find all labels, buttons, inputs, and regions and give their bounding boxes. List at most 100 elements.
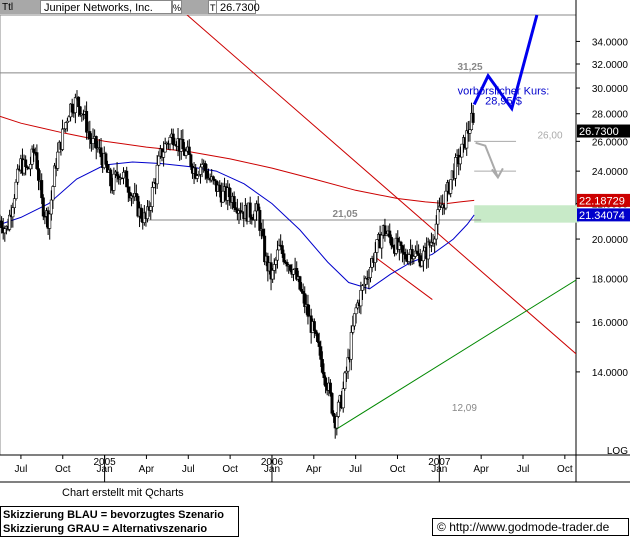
price-tag-label-0: 26.7300: [579, 126, 619, 138]
price-bar-body: [195, 175, 199, 179]
x-tick-label-5: Oct: [222, 464, 238, 475]
price-bar-body: [373, 252, 377, 263]
price-bar-body: [109, 169, 113, 187]
source-link[interactable]: © http://www.godmode-trader.de: [432, 518, 629, 536]
price-bar-body: [70, 103, 74, 113]
price-bar-body: [163, 143, 167, 153]
price-bar-body: [53, 165, 57, 187]
price-bar-body: [368, 266, 372, 278]
price-bar-body: [292, 269, 296, 275]
price-bar-body: [32, 148, 36, 153]
y-tick-label-3: 20.0000: [592, 235, 629, 246]
plot-frame: [0, 14, 577, 456]
unit-symbol-text: %: [173, 3, 182, 13]
price-bar-body: [399, 241, 403, 246]
price-tag-bg-1: [577, 193, 630, 207]
price-tag-bg-2: [577, 208, 630, 222]
y-tick-label-9: 32.0000: [592, 60, 629, 71]
price-bar-body: [433, 238, 437, 244]
price-bar-body: [351, 325, 355, 333]
price-bar-body: [328, 382, 332, 394]
price-bar-body: [306, 304, 310, 317]
price-bar-body: [203, 163, 207, 172]
price-bar-body: [36, 168, 40, 181]
price-bar-body: [61, 128, 65, 150]
x-tick-label-11: Apr: [473, 464, 489, 475]
price-bar-body: [402, 251, 406, 255]
x-tick-label-9: Oct: [390, 464, 406, 475]
price-bar-body: [115, 171, 119, 177]
price-bar-body: [12, 198, 16, 208]
price-bar-body: [171, 133, 175, 146]
x-tick-label-12: Jul: [517, 464, 530, 475]
y-tick-label-1: 16.0000: [592, 318, 629, 329]
price-tag-label-1: 22.18729: [579, 195, 625, 207]
security-name-text: Juniper Networks, Inc.: [44, 2, 153, 14]
scenario-gray-text: Skizzierung GRAU = Alternativszenario: [3, 523, 208, 535]
price-bar-body: [330, 393, 334, 414]
price-bar-body: [320, 359, 324, 373]
y-axis-log-label: LOG: [607, 446, 628, 457]
price-bar-body: [454, 157, 458, 179]
price-bar-body: [354, 307, 358, 315]
price-bar-body: [314, 330, 318, 335]
price-bar-body: [343, 372, 347, 389]
price-bar-body: [112, 173, 116, 191]
last-price-text: 26.7300: [220, 2, 260, 14]
price-bar-body: [8, 214, 12, 230]
price-bar-body: [274, 259, 278, 265]
x-tick-label-3: Apr: [139, 464, 155, 475]
price-bar-body: [104, 153, 108, 165]
price-bar-body: [380, 234, 384, 249]
price-bar-body: [460, 143, 464, 158]
price-bar-body: [407, 254, 411, 262]
y-tick-label-5: 24.0000: [592, 167, 629, 178]
price-bar-body: [335, 416, 339, 429]
x-tick-label-13: Oct: [557, 464, 573, 475]
price-bar-body: [352, 313, 356, 327]
price-bar-body: [332, 412, 336, 417]
price-bar-body: [11, 207, 15, 218]
price-bar-body: [360, 285, 364, 291]
price-bar-body: [383, 225, 387, 236]
price-bar-body: [444, 190, 448, 209]
price-bar-body: [35, 152, 39, 169]
annotation-2: 12,09: [452, 403, 477, 414]
annotation-1: 28,95 $: [485, 96, 522, 108]
price-bar-body: [205, 170, 209, 179]
price-bar-body: [341, 388, 345, 409]
y-tick-label-7: 28.0000: [592, 110, 629, 121]
trendline-2: [376, 257, 433, 300]
price-bar-body: [312, 321, 316, 331]
price-bar-body: [155, 164, 159, 185]
price-bar-body: [263, 235, 267, 263]
price-bar-body: [125, 170, 129, 188]
price-bar-body: [258, 210, 262, 231]
price-bar-body: [150, 187, 154, 207]
price-bar-body: [65, 120, 69, 123]
price-bar-body: [198, 166, 202, 175]
price-bar-body: [139, 207, 143, 219]
price-bar-body: [253, 210, 257, 221]
price-bar-body: [49, 199, 53, 215]
price-bar-body: [14, 181, 18, 200]
trendline-1: [335, 279, 576, 430]
price-bar-body: [218, 184, 222, 192]
source-url: http://www.godmode-trader.de: [449, 520, 610, 534]
price-tag-bg-0: [577, 124, 630, 138]
price-bar-body: [404, 254, 408, 260]
price-bar-body: [250, 216, 254, 220]
price-bar-body: [184, 150, 188, 156]
price-bar-body: [88, 131, 92, 139]
x-tick-label-4: Jul: [182, 464, 195, 475]
price-bar-body: [412, 256, 416, 260]
price-bar-body: [211, 176, 215, 180]
y-tick-label-2: 18.0000: [592, 274, 629, 285]
price-bar-body: [51, 186, 55, 201]
price-bar-body: [99, 147, 103, 158]
support-zone-0: [474, 205, 579, 223]
price-bar-body: [157, 155, 161, 166]
price-bar-body: [458, 156, 462, 165]
price-bar-body: [288, 264, 292, 271]
price-bar-body: [41, 197, 45, 217]
